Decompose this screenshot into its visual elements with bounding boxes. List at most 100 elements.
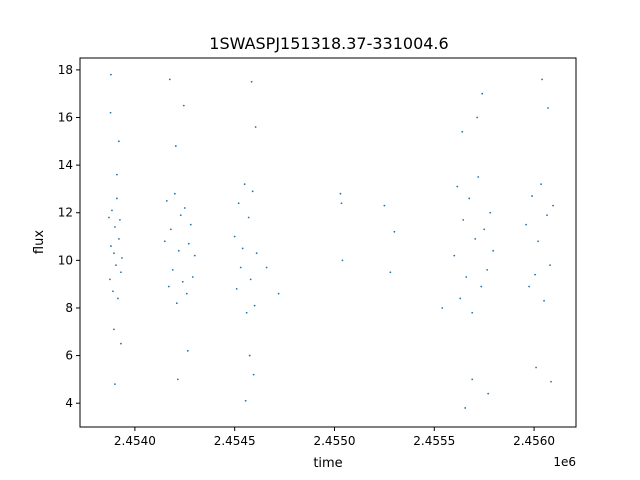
data-point	[459, 297, 462, 300]
y-axis-label: flux	[32, 230, 47, 254]
data-point	[116, 173, 118, 176]
data-point	[116, 197, 118, 200]
data-point	[249, 278, 252, 281]
data-point	[477, 176, 480, 178]
data-point	[486, 268, 489, 271]
data-point	[239, 266, 242, 269]
data-point	[525, 223, 527, 226]
data-point	[110, 245, 112, 247]
data-point	[535, 366, 537, 369]
data-point	[277, 292, 280, 295]
data-point	[528, 285, 530, 288]
x-axis-ticks: 2.4540 2.4545 2.4550 2.4555 2.4560	[114, 427, 555, 448]
data-point	[191, 276, 194, 278]
data-point	[119, 218, 121, 221]
data-point	[244, 399, 247, 402]
data-point	[173, 192, 176, 195]
data-point	[183, 207, 186, 209]
data-point	[111, 209, 113, 212]
data-point	[169, 228, 172, 231]
data-point	[237, 202, 240, 205]
data-point	[247, 216, 250, 219]
data-point	[550, 380, 552, 383]
data-point	[109, 111, 112, 114]
data-point	[534, 273, 536, 276]
data-point	[108, 216, 110, 219]
x-tick-label: 2.4545	[214, 434, 256, 448]
y-tick-label: 14	[58, 158, 73, 172]
data-point	[235, 288, 238, 290]
data-point	[341, 259, 344, 262]
x-tick-label: 2.4540	[114, 434, 156, 448]
x-axis-label: time	[313, 456, 342, 471]
data-point	[471, 311, 474, 314]
data-point	[176, 378, 179, 381]
data-point	[233, 235, 236, 238]
y-tick-label: 16	[58, 111, 73, 125]
data-point	[483, 228, 486, 231]
data-point	[113, 328, 115, 331]
data-point	[118, 140, 120, 143]
x-tick-label: 2.4560	[513, 434, 555, 448]
data-point	[461, 130, 464, 133]
data-point	[181, 280, 184, 283]
data-point	[474, 238, 477, 240]
data-point	[546, 214, 548, 217]
data-point	[120, 271, 122, 274]
data-point	[251, 190, 254, 193]
data-point	[118, 238, 120, 240]
y-axis-ticks: 4 6 8 10 12 14 16 18	[58, 63, 80, 410]
data-point	[471, 378, 474, 381]
data-point	[254, 126, 257, 128]
data-point	[255, 252, 258, 255]
data-point	[480, 285, 483, 288]
data-point	[175, 302, 178, 305]
data-point	[182, 104, 185, 107]
data-point	[250, 80, 253, 83]
data-point	[120, 342, 122, 345]
data-point	[487, 392, 490, 395]
y-tick-label: 12	[58, 206, 73, 220]
data-point	[393, 230, 396, 233]
data-point	[492, 249, 495, 252]
data-point	[541, 78, 543, 81]
data-point	[114, 226, 116, 228]
data-point	[115, 264, 117, 267]
y-tick-label: 10	[58, 253, 73, 267]
data-point	[552, 204, 554, 207]
y-tick-label: 18	[58, 63, 73, 77]
data-point	[465, 276, 468, 278]
data-point	[389, 271, 392, 274]
data-point	[537, 240, 539, 243]
data-point	[193, 254, 196, 257]
data-point	[109, 278, 111, 281]
data-point	[464, 407, 467, 409]
data-point	[339, 192, 342, 195]
data-point	[179, 214, 182, 217]
y-tick-label: 6	[65, 349, 73, 363]
data-point	[453, 254, 456, 257]
data-point	[117, 297, 119, 300]
data-point	[547, 107, 549, 109]
data-point	[543, 299, 545, 302]
data-point	[189, 223, 192, 226]
data-point	[468, 197, 471, 200]
data-point	[112, 290, 114, 293]
data-point	[243, 183, 246, 186]
data-point	[549, 264, 551, 267]
data-point	[187, 242, 190, 245]
data-point	[167, 285, 170, 288]
data-point	[253, 304, 256, 307]
data-point	[171, 268, 174, 271]
data-point	[489, 211, 492, 214]
data-point	[531, 195, 533, 197]
data-point	[186, 349, 189, 352]
data-point	[245, 311, 248, 314]
y-tick-label: 4	[65, 396, 73, 410]
data-point	[340, 202, 343, 205]
data-point	[113, 252, 115, 255]
x-tick-label: 2.4550	[313, 434, 355, 448]
data-point	[456, 185, 459, 188]
data-point	[121, 257, 123, 259]
